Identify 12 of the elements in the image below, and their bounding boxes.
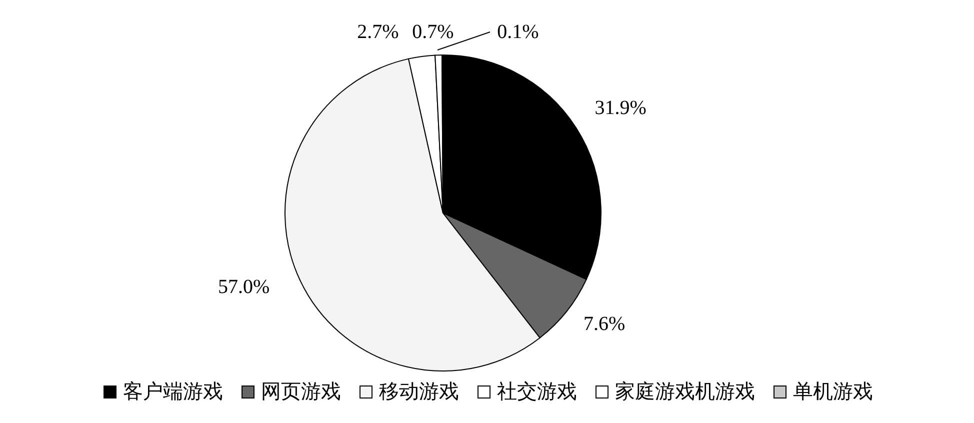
legend-label: 网页游戏: [261, 380, 341, 405]
data-label: 57.0%: [218, 276, 270, 298]
legend-label: 单机游戏: [793, 380, 873, 405]
legend-label: 移动游戏: [379, 380, 459, 405]
legend-label: 家庭游戏机游戏: [615, 380, 755, 405]
data-label: 0.1%: [497, 21, 539, 43]
legend-label: 社交游戏: [497, 380, 577, 405]
data-label: 2.7%: [357, 21, 399, 43]
data-label: 31.9%: [594, 96, 646, 119]
data-label: 7.6%: [584, 312, 626, 335]
legend-label: 客户端游戏: [123, 380, 223, 405]
data-label: 0.7%: [412, 21, 454, 43]
